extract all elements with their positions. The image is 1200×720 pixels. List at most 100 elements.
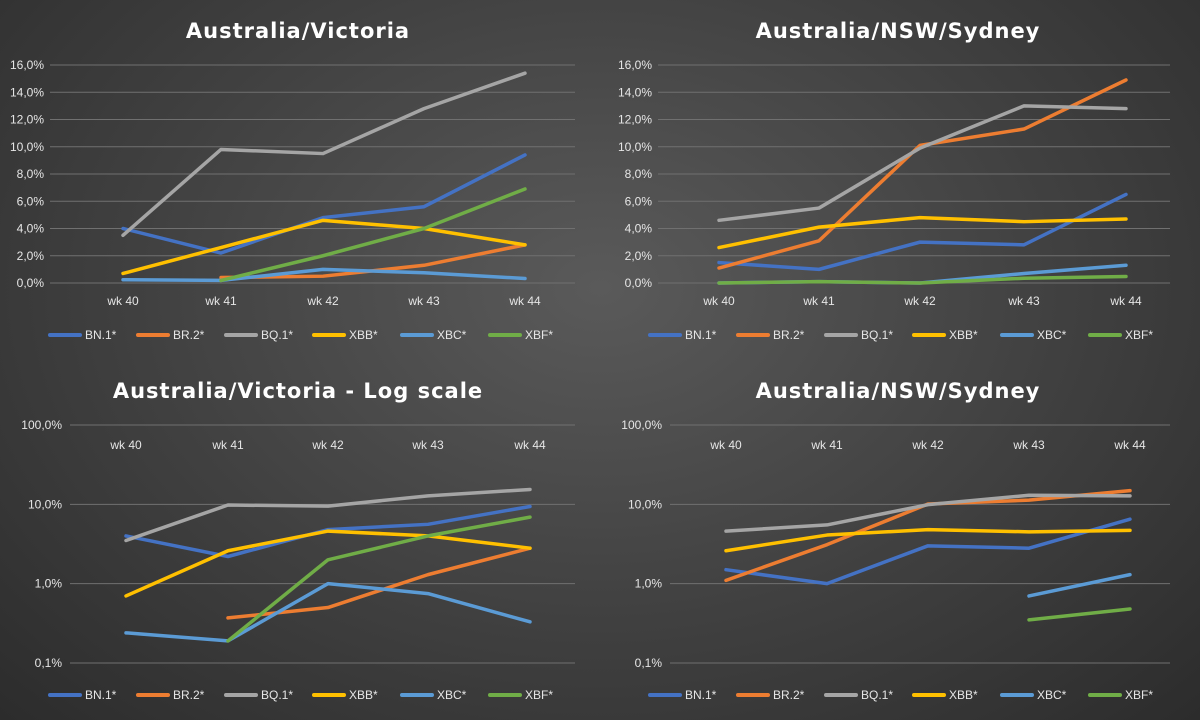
y-tick-label: 100,0% bbox=[21, 418, 62, 432]
y-tick-label: 16,0% bbox=[10, 58, 44, 72]
legend-label-bn-1: BN.1* bbox=[685, 688, 717, 702]
y-tick-label: 10,0% bbox=[628, 497, 662, 511]
legend-label-xbc: XBC* bbox=[437, 328, 467, 342]
legend: BN.1* BR.2* BQ.1* XBB* XBC* XBF* bbox=[648, 328, 1153, 342]
y-axis-labels: 0,0% 2,0% 4,0% 6,0% 8,0% 10,0% 12,0% 14,0% 16,0% bbox=[10, 58, 44, 290]
x-tick-label: wk 41 bbox=[802, 294, 835, 308]
x-tick-label: wk 44 bbox=[513, 438, 546, 452]
y-axis-labels: 100,0% 10,0% 1,0% 0,1% bbox=[21, 418, 62, 670]
x-axis-labels: wk 40 wk 41 wk 42 wk 43 wk 44 bbox=[109, 438, 546, 452]
legend-label-xbc: XBC* bbox=[1037, 688, 1067, 702]
series-line-xbc bbox=[1027, 572, 1132, 598]
x-tick-label: wk 44 bbox=[508, 294, 541, 308]
series-line-bn-1 bbox=[121, 153, 527, 255]
y-tick-label: 1,0% bbox=[635, 577, 663, 591]
legend-label-bq-1: BQ.1* bbox=[861, 328, 893, 342]
legend-label-bq-1: BQ.1* bbox=[861, 688, 893, 702]
y-axis-labels: 0,0% 2,0% 4,0% 6,0% 8,0% 10,0% 12,0% 14,0% 16,0% bbox=[618, 58, 652, 290]
y-tick-label: 12,0% bbox=[10, 113, 44, 127]
chart-title: Australia/NSW/Sydney bbox=[756, 379, 1041, 403]
y-tick-label: 100,0% bbox=[621, 418, 662, 432]
series-line-xbb bbox=[121, 218, 527, 276]
x-axis-labels: wk 40 wk 41 wk 42 wk 43 wk 44 bbox=[106, 294, 541, 308]
series-line-bq-1 bbox=[724, 493, 1132, 533]
x-tick-label: wk 40 bbox=[109, 438, 142, 452]
x-axis-labels: wk 40 wk 41 wk 42 wk 43 wk 44 bbox=[709, 438, 1146, 452]
legend-label-bq-1: BQ.1* bbox=[261, 328, 293, 342]
x-tick-label: wk 43 bbox=[411, 438, 444, 452]
x-tick-label: wk 42 bbox=[311, 438, 344, 452]
x-tick-label: wk 43 bbox=[1012, 438, 1045, 452]
y-gridlines bbox=[670, 424, 1170, 664]
y-tick-label: 14,0% bbox=[618, 85, 652, 99]
legend: BN.1* BR.2* BQ.1* XBB* XBC* XBF* bbox=[648, 688, 1153, 702]
series-lines bbox=[724, 488, 1132, 622]
y-tick-label: 10,0% bbox=[618, 140, 652, 154]
y-tick-label: 0,1% bbox=[35, 656, 63, 670]
chart-title: Australia/Victoria - Log scale bbox=[113, 379, 483, 403]
legend: BN.1* BR.2* BQ.1* XBB* XBC* XBF* bbox=[48, 688, 553, 702]
x-tick-label: wk 40 bbox=[702, 294, 735, 308]
y-tick-label: 4,0% bbox=[625, 222, 653, 236]
series-line-xbb bbox=[724, 527, 1132, 553]
x-axis-labels: wk 40 wk 41 wk 42 wk 43 wk 44 bbox=[702, 294, 1142, 308]
x-tick-label: wk 44 bbox=[1113, 438, 1146, 452]
y-tick-label: 6,0% bbox=[625, 194, 653, 208]
series-line-bq-1 bbox=[124, 487, 532, 543]
legend-label-xbf: XBF* bbox=[525, 688, 553, 702]
series-line-xbb bbox=[124, 529, 532, 598]
x-tick-label: wk 43 bbox=[407, 294, 440, 308]
y-tick-label: 2,0% bbox=[17, 249, 45, 263]
y-tick-label: 0,1% bbox=[635, 656, 663, 670]
chart-title: Australia/NSW/Sydney bbox=[756, 19, 1041, 43]
legend-label-bn-1: BN.1* bbox=[685, 328, 717, 342]
legend: BN.1* BR.2* BQ.1* XBB* XBC* XBF* bbox=[48, 328, 553, 342]
series-line-xbb bbox=[717, 215, 1128, 250]
series-line-xbf bbox=[219, 187, 527, 283]
chart-panel-victoria-log: Australia/Victoria - Log scale 100,0% 10,… bbox=[21, 379, 575, 702]
y-tick-label: 10,0% bbox=[28, 497, 62, 511]
legend-label-bq-1: BQ.1* bbox=[261, 688, 293, 702]
legend-label-br-2: BR.2* bbox=[173, 688, 205, 702]
chart-panel-sydney-log: Australia/NSW/Sydney 100,0% 10,0% 1,0% 0,1%… bbox=[621, 379, 1170, 702]
series-line-bq-1 bbox=[121, 71, 527, 238]
y-tick-label: 8,0% bbox=[17, 167, 45, 181]
y-tick-label: 8,0% bbox=[625, 167, 653, 181]
y-gridlines bbox=[50, 64, 575, 284]
legend-label-xbb: XBB* bbox=[949, 328, 978, 342]
legend-label-xbb: XBB* bbox=[349, 328, 378, 342]
legend-label-bn-1: BN.1* bbox=[85, 328, 117, 342]
legend-label-bn-1: BN.1* bbox=[85, 688, 117, 702]
x-tick-label: wk 41 bbox=[204, 294, 237, 308]
chart-title: Australia/Victoria bbox=[186, 19, 410, 43]
series-line-bn-1 bbox=[724, 517, 1132, 586]
series-line-xbf bbox=[717, 274, 1128, 285]
y-tick-label: 10,0% bbox=[10, 140, 44, 154]
legend-label-xbc: XBC* bbox=[1037, 328, 1067, 342]
legend-label-xbc: XBC* bbox=[437, 688, 467, 702]
series-line-xbf bbox=[1027, 607, 1132, 622]
x-tick-label: wk 44 bbox=[1109, 294, 1142, 308]
legend-label-xbb: XBB* bbox=[349, 688, 378, 702]
y-tick-label: 2,0% bbox=[625, 249, 653, 263]
x-tick-label: wk 41 bbox=[810, 438, 843, 452]
y-tick-label: 14,0% bbox=[10, 85, 44, 99]
legend-label-xbf: XBF* bbox=[1125, 328, 1153, 342]
series-line-bq-1 bbox=[717, 104, 1128, 223]
legend-label-xbf: XBF* bbox=[525, 328, 553, 342]
y-tick-label: 1,0% bbox=[35, 577, 63, 591]
y-axis-labels: 100,0% 10,0% 1,0% 0,1% bbox=[621, 418, 662, 670]
legend-label-br-2: BR.2* bbox=[773, 328, 805, 342]
x-tick-label: wk 43 bbox=[1007, 294, 1040, 308]
y-tick-label: 12,0% bbox=[618, 113, 652, 127]
x-tick-label: wk 40 bbox=[709, 438, 742, 452]
series-line-xbc bbox=[121, 267, 527, 283]
series-line-xbf bbox=[226, 515, 532, 643]
legend-label-br-2: BR.2* bbox=[173, 328, 205, 342]
series-lines bbox=[121, 71, 527, 283]
x-tick-label: wk 42 bbox=[911, 438, 944, 452]
legend-label-xbf: XBF* bbox=[1125, 688, 1153, 702]
series-line-br-2 bbox=[226, 546, 532, 620]
series-line-bn-1 bbox=[717, 192, 1128, 272]
